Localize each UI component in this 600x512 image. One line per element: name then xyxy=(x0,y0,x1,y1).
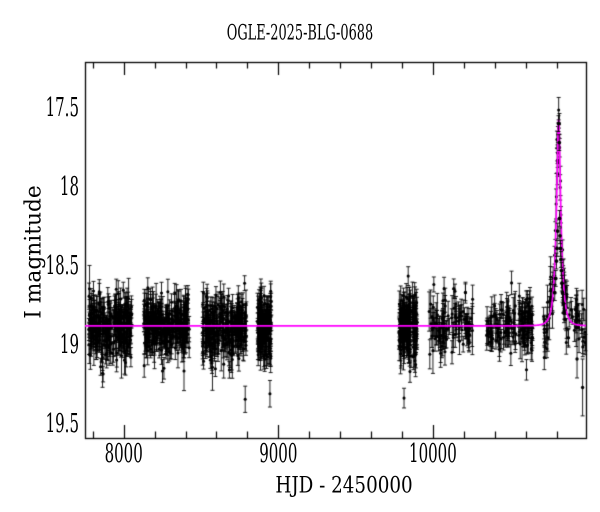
y-tick-label-18: 18 xyxy=(59,170,79,203)
y-tick-label-17.5: 17.5 xyxy=(45,91,79,124)
y-tick-label-19: 19 xyxy=(59,328,79,361)
x-tick-label-9000: 9000 xyxy=(259,437,298,469)
y-tick-label-19.5: 19.5 xyxy=(45,407,79,440)
x-tick-label-10000: 10000 xyxy=(409,437,457,469)
x-tick-label-8000: 8000 xyxy=(104,437,143,469)
x-axis-label: HJD - 2450000 xyxy=(275,471,413,499)
y-tick-label-18.5: 18.5 xyxy=(45,249,79,282)
plot-title: OGLE-2025-BLG-0688 xyxy=(226,18,374,46)
